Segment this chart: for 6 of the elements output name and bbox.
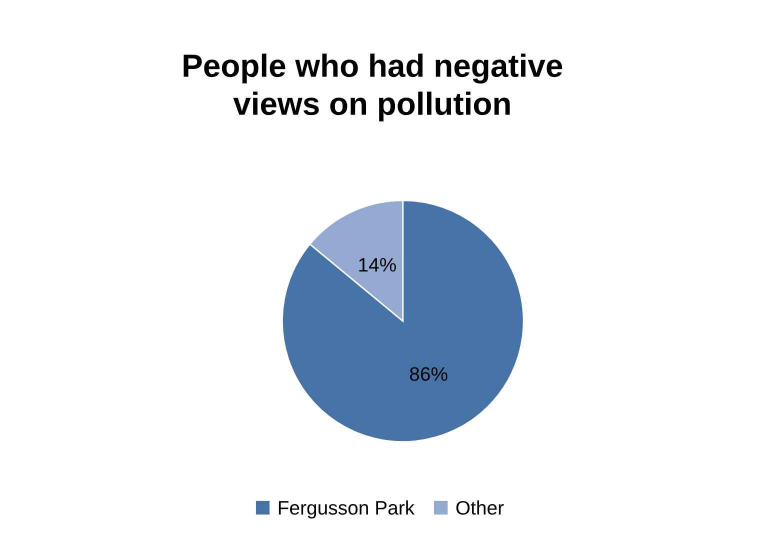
chart-title: People who had negative views on pollution [184, 54, 562, 122]
data-label: 86% [410, 367, 448, 381]
pie-slice [282, 200, 524, 442]
legend-label: Fergusson Park [278, 500, 415, 519]
legend-label: Other [456, 500, 504, 515]
data-label: 14% [359, 258, 396, 272]
